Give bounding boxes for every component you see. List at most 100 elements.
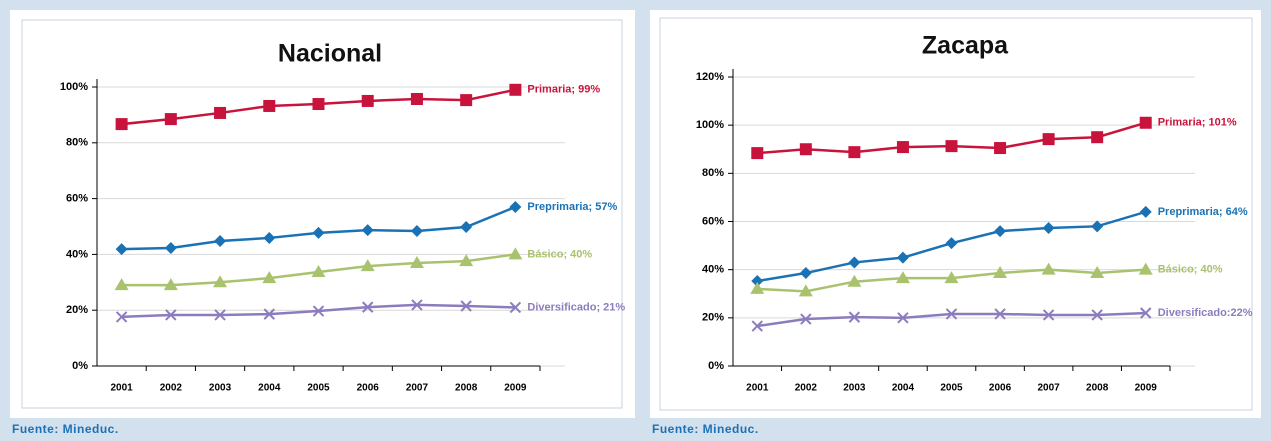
marker bbox=[1139, 205, 1152, 218]
marker bbox=[848, 146, 861, 159]
marker bbox=[214, 235, 227, 248]
data-label: Básico; 40% bbox=[1158, 264, 1223, 276]
marker bbox=[1042, 309, 1055, 321]
marker bbox=[163, 278, 178, 291]
marker bbox=[750, 281, 765, 294]
marker bbox=[751, 274, 764, 287]
marker bbox=[945, 308, 958, 320]
marker bbox=[896, 251, 909, 264]
y-tick-label: 20% bbox=[66, 304, 88, 316]
marker bbox=[944, 271, 959, 284]
x-tick-label: 2004 bbox=[258, 383, 281, 394]
marker bbox=[460, 221, 473, 234]
y-tick-label: 60% bbox=[66, 193, 88, 205]
marker bbox=[263, 99, 276, 112]
chart-title: Zacapa bbox=[922, 32, 1009, 60]
data-label: Diversificado; 21% bbox=[527, 301, 625, 313]
marker bbox=[165, 309, 177, 321]
marker bbox=[509, 200, 522, 213]
marker bbox=[799, 267, 812, 280]
x-tick-label: 2009 bbox=[504, 383, 527, 394]
marker bbox=[848, 311, 861, 323]
x-tick-label: 2006 bbox=[357, 383, 380, 394]
y-tick-label: 40% bbox=[702, 264, 724, 276]
marker bbox=[312, 305, 325, 317]
marker bbox=[1091, 309, 1103, 321]
marker bbox=[1091, 220, 1104, 233]
marker bbox=[895, 271, 910, 284]
chart-title: Nacional bbox=[278, 40, 382, 68]
marker bbox=[361, 224, 374, 237]
marker bbox=[1041, 262, 1056, 275]
marker bbox=[847, 274, 862, 287]
marker bbox=[115, 118, 128, 131]
marker bbox=[945, 237, 958, 250]
plot-frame bbox=[21, 19, 623, 409]
marker bbox=[799, 143, 812, 156]
marker bbox=[798, 284, 813, 297]
marker bbox=[361, 94, 374, 107]
x-tick-label: 2008 bbox=[455, 383, 478, 394]
marker bbox=[751, 147, 764, 160]
source: Fuente: Mineduc. bbox=[652, 422, 759, 436]
marker bbox=[263, 308, 275, 320]
marker bbox=[1140, 307, 1152, 319]
marker bbox=[312, 98, 325, 111]
marker bbox=[994, 142, 1007, 155]
x-tick-label: 2003 bbox=[843, 383, 866, 394]
data-label: Primaria; 101% bbox=[1158, 117, 1237, 129]
marker bbox=[994, 225, 1007, 238]
marker bbox=[311, 264, 326, 277]
y-tick-label: 100% bbox=[696, 119, 724, 131]
marker bbox=[263, 231, 276, 244]
marker bbox=[848, 256, 861, 269]
x-tick-label: 2002 bbox=[160, 383, 183, 394]
marker bbox=[164, 113, 177, 126]
y-tick-label: 80% bbox=[702, 167, 724, 179]
x-tick-label: 2009 bbox=[1135, 383, 1158, 394]
marker bbox=[897, 312, 909, 324]
y-tick-label: 120% bbox=[696, 71, 724, 83]
marker bbox=[508, 247, 523, 260]
marker bbox=[1042, 222, 1055, 235]
marker bbox=[993, 266, 1008, 279]
y-tick-label: 60% bbox=[702, 215, 724, 227]
marker bbox=[409, 256, 424, 269]
marker bbox=[214, 309, 226, 321]
marker bbox=[1091, 131, 1104, 144]
y-tick-label: 0% bbox=[72, 360, 88, 372]
marker bbox=[115, 311, 128, 323]
y-tick-label: 20% bbox=[702, 312, 724, 324]
marker bbox=[214, 106, 227, 119]
x-tick-label: 2006 bbox=[989, 383, 1012, 394]
marker bbox=[262, 271, 277, 284]
marker bbox=[1090, 266, 1105, 279]
marker bbox=[115, 243, 128, 256]
panel bbox=[650, 10, 1261, 418]
marker bbox=[410, 92, 423, 105]
marker bbox=[362, 301, 374, 313]
marker bbox=[751, 320, 763, 332]
y-tick-label: 40% bbox=[66, 248, 88, 260]
data-label: Preprimaria; 64% bbox=[1158, 206, 1248, 218]
panel bbox=[10, 10, 635, 418]
marker bbox=[896, 141, 909, 154]
marker bbox=[312, 226, 325, 239]
x-tick-label: 2008 bbox=[1086, 383, 1109, 394]
marker bbox=[994, 308, 1006, 320]
marker bbox=[459, 254, 474, 267]
x-tick-label: 2004 bbox=[892, 383, 915, 394]
marker bbox=[164, 241, 177, 254]
marker bbox=[800, 313, 812, 325]
x-tick-label: 2002 bbox=[795, 383, 818, 394]
marker bbox=[1042, 133, 1055, 146]
marker bbox=[410, 224, 423, 237]
marker bbox=[114, 278, 129, 291]
data-label: Preprimaria; 57% bbox=[527, 201, 617, 213]
marker bbox=[1139, 116, 1152, 129]
plot-frame bbox=[659, 17, 1253, 411]
marker bbox=[360, 259, 375, 272]
x-tick-label: 2007 bbox=[406, 383, 429, 394]
